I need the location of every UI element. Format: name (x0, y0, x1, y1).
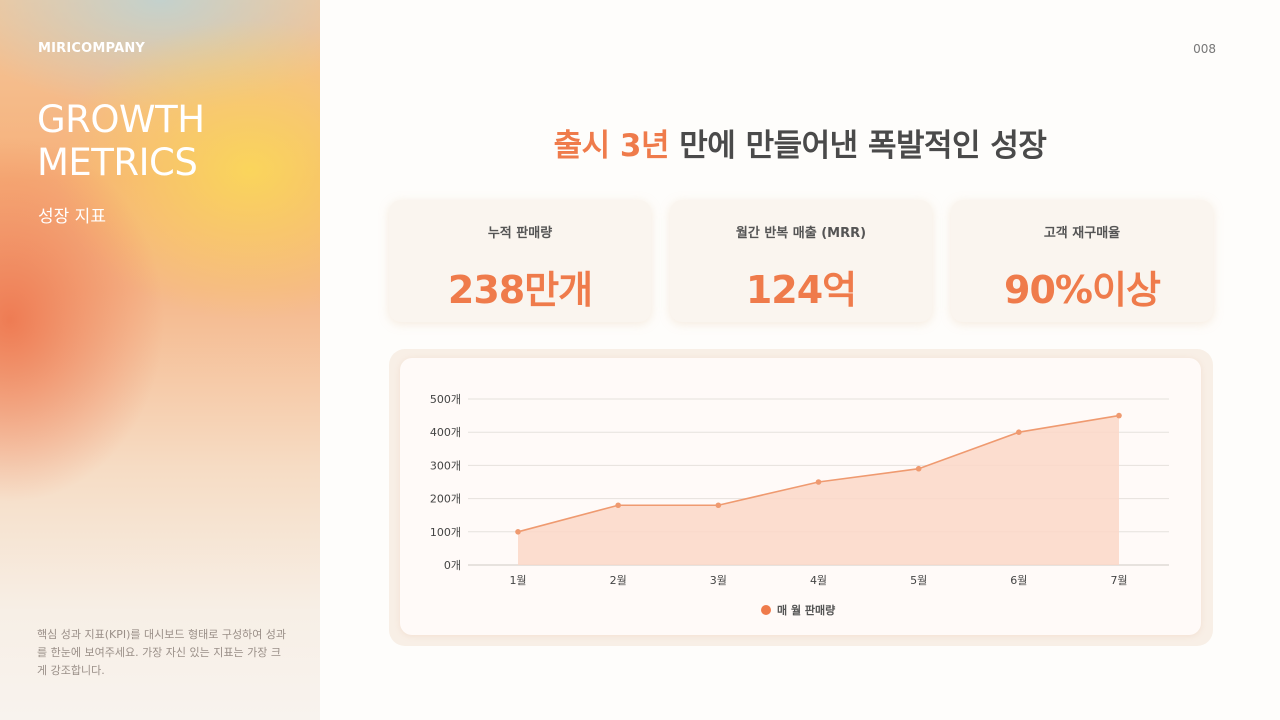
page-number: 008 (1193, 42, 1216, 56)
x-tick-label: 5월 (910, 574, 927, 587)
data-point (715, 502, 722, 509)
kpi-value: 90%이상 (1004, 268, 1161, 312)
x-tick-label: 1월 (509, 574, 526, 587)
series-area (518, 415, 1119, 565)
sales-area-chart: 0개 100개 200개 300개 400개 500개 1월 2월 3월 4월 5월 6월 7월매 월 … (430, 393, 1169, 617)
data-point (1016, 429, 1022, 435)
x-tick-label: 7월 (1110, 574, 1127, 587)
x-tick-label: 2월 (610, 574, 627, 587)
y-tick-label: 0개 (444, 559, 461, 572)
kpi-label: 고객 재구매율 (1043, 226, 1121, 241)
kpi-value: 124억 (745, 268, 857, 312)
section-title-line-1: GROWTH (37, 98, 205, 141)
section-title: GROWTH METRICS (37, 98, 307, 184)
kpi-card-cumulative-sales: 누적 판매량 238만개 (389, 200, 651, 322)
data-point (915, 465, 922, 472)
headline-accent: 출시 3년 (553, 128, 670, 164)
kpi-label: 월간 반복 매출 (MRR) (735, 226, 867, 241)
y-tick-label: 200개 (430, 493, 461, 506)
headline: 출시 3년 만에 만들어낸 폭발적인 성장 (340, 120, 1260, 165)
headline-rest: 만에 만들어낸 폭발적인 성장 (669, 128, 1047, 164)
data-point (515, 529, 521, 535)
section-note: 핵심 성과 지표(KPI)를 대시보드 형태로 구성하여 성과를 한눈에 보여주… (37, 628, 287, 677)
kpi-value: 238만개 (447, 268, 593, 312)
brand-logo: MIRICOMPANY (38, 41, 146, 56)
data-point (615, 502, 621, 509)
legend-label: 매 월 판매량 (777, 603, 835, 617)
data-point (815, 479, 822, 485)
section-subtitle: 성장 지표 (38, 207, 106, 227)
data-point (1116, 412, 1122, 419)
legend-swatch (761, 605, 771, 615)
y-tick-label: 400개 (430, 426, 461, 439)
y-tick-label: 300개 (430, 459, 461, 472)
sidebar-panel: MIRICOMPANY GROWTH METRICS 성장 지표 핵심 성과 지… (0, 0, 320, 720)
x-tick-label: 4월 (810, 574, 827, 587)
kpi-card-repurchase-rate: 고객 재구매율 90%이상 (951, 200, 1213, 322)
x-tick-label: 6월 (1010, 574, 1027, 587)
x-tick-label: 3월 (710, 574, 727, 587)
section-title-line-2: METRICS (37, 141, 198, 184)
y-tick-label: 100개 (430, 526, 461, 539)
kpi-card-mrr: 월간 반복 매출 (MRR) 124억 (670, 200, 932, 322)
kpi-label: 누적 판매량 (487, 226, 553, 241)
y-tick-label: 500개 (430, 393, 461, 406)
